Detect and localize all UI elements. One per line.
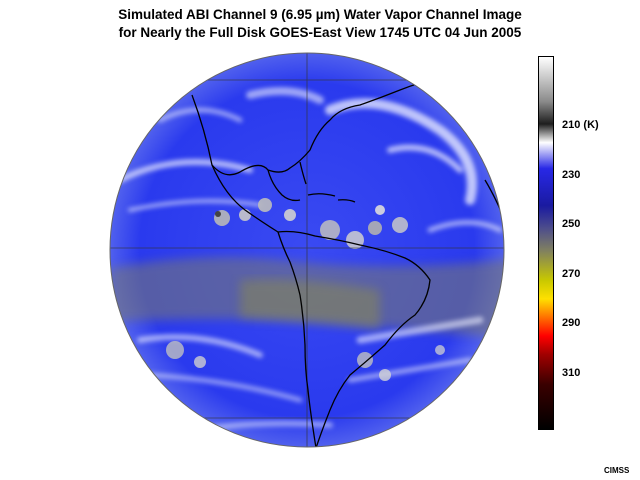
colorbar-tick-290: 290 [562, 317, 581, 329]
temperature-colorbar [538, 56, 554, 430]
dry-air-core [240, 279, 380, 330]
title-line-1: Simulated ABI Channel 9 (6.95 µm) Water … [118, 7, 522, 22]
colorbar-tick-230: 230 [562, 168, 581, 181]
moisture-streaks [117, 87, 503, 433]
water-vapor-features [110, 53, 504, 447]
disk-limb [109, 52, 505, 448]
colorbar-tick-250: 250 [562, 218, 581, 230]
colorbar-tick-310: 310 [562, 366, 581, 379]
colorbar-tick-270: 270 [562, 267, 581, 280]
figure-title: Simulated ABI Channel 9 (6.95 µm) Water … [0, 6, 640, 42]
colorbar-tick-210: 210 (K) [562, 119, 599, 131]
title-line-2: for Nearly the Full Disk GOES-East View … [118, 25, 522, 40]
credit-label: CIMSS [604, 466, 630, 475]
